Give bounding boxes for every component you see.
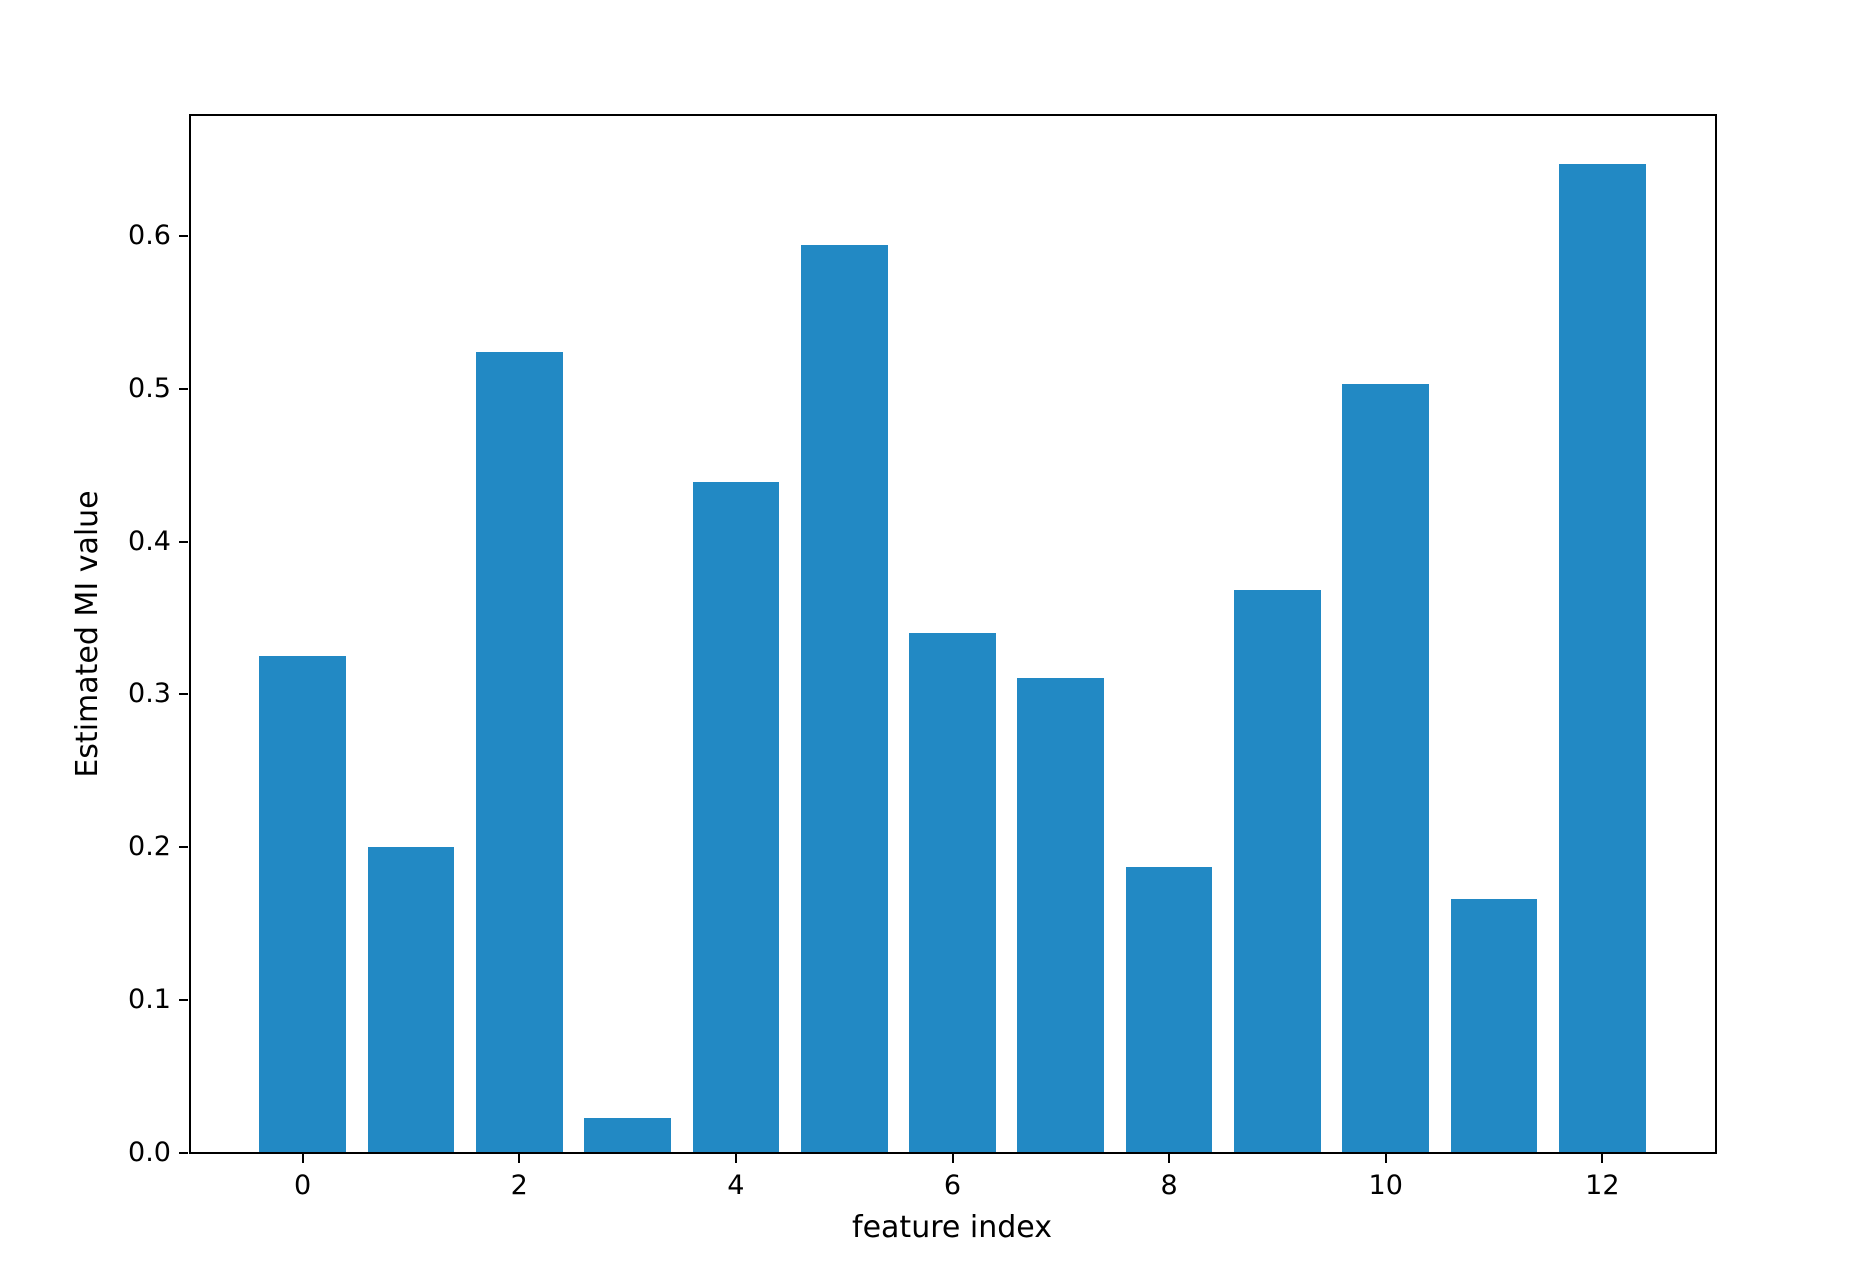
y-tick-mark-0.0 xyxy=(179,1152,188,1154)
x-tick-label-10: 10 xyxy=(1368,1170,1403,1201)
bar-feature-10 xyxy=(1342,384,1430,1153)
x-axis-label: feature index xyxy=(852,1210,1052,1245)
y-tick-label-0.3: 0.3 xyxy=(128,678,171,710)
y-tick-mark-0.6 xyxy=(179,234,188,237)
x-tick-mark-0 xyxy=(301,1154,304,1163)
y-tick-mark-0.2 xyxy=(179,846,188,849)
bar-feature-1 xyxy=(367,847,455,1153)
bar-feature-11 xyxy=(1450,899,1538,1153)
x-tick-label-2: 2 xyxy=(510,1170,528,1201)
bar-feature-9 xyxy=(1234,590,1321,1153)
bar-feature-4 xyxy=(692,481,780,1153)
y-tick-label-0.0: 0.0 xyxy=(128,1137,171,1168)
bar-feature-12 xyxy=(1559,163,1646,1153)
x-tick-mark-8 xyxy=(1168,1154,1171,1163)
x-tick-mark-2 xyxy=(518,1154,521,1163)
x-tick-label-4: 4 xyxy=(727,1170,745,1201)
x-tick-mark-10 xyxy=(1384,1154,1387,1163)
bar-feature-7 xyxy=(1017,677,1105,1153)
y-tick-mark-0.1 xyxy=(179,999,188,1002)
x-tick-label-6: 6 xyxy=(943,1170,962,1201)
bar-feature-5 xyxy=(800,244,888,1153)
x-tick-label-8: 8 xyxy=(1160,1170,1178,1201)
y-tick-label-0.1: 0.1 xyxy=(128,984,171,1016)
x-tick-label-12: 12 xyxy=(1585,1170,1620,1201)
y-tick-mark-0.5 xyxy=(179,387,188,390)
y-tick-label-0.6: 0.6 xyxy=(128,219,171,251)
bar-feature-2 xyxy=(475,351,563,1153)
bar-feature-0 xyxy=(259,656,346,1153)
y-tick-mark-0.4 xyxy=(179,540,188,543)
y-tick-label-0.5: 0.5 xyxy=(128,372,171,404)
bar-feature-8 xyxy=(1125,867,1213,1153)
y-tick-label-0.4: 0.4 xyxy=(128,525,171,557)
x-tick-label-0: 0 xyxy=(294,1170,312,1201)
bar-feature-6 xyxy=(909,633,996,1153)
x-tick-mark-12 xyxy=(1601,1154,1604,1163)
x-tick-mark-4 xyxy=(734,1154,737,1163)
bar-feature-3 xyxy=(584,1117,671,1153)
y-tick-label-0.2: 0.2 xyxy=(128,831,171,863)
y-tick-mark-0.3 xyxy=(179,693,188,696)
x-tick-mark-6 xyxy=(951,1154,954,1163)
